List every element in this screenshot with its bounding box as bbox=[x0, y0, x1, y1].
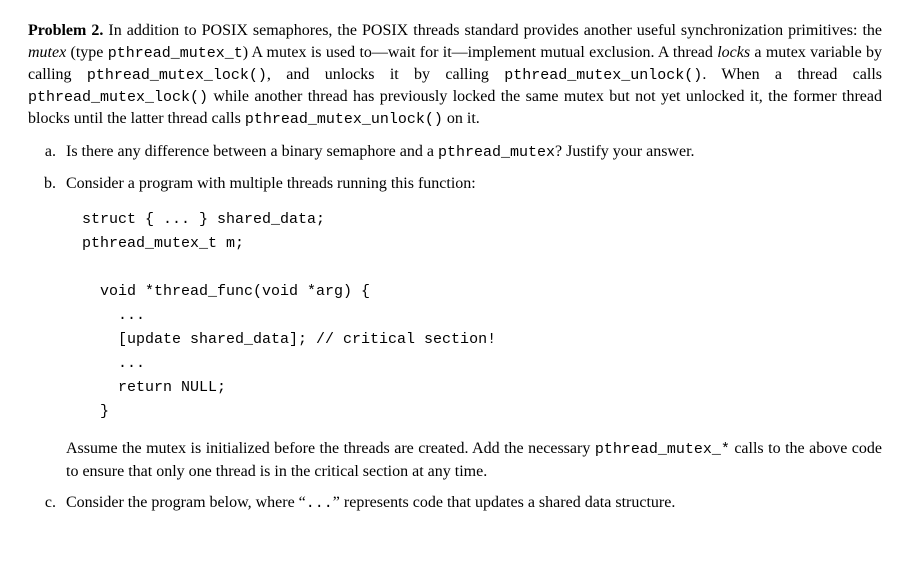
fn-unlock-2: pthread_mutex_unlock() bbox=[245, 111, 443, 128]
code-block: struct { ... } shared_data; pthread_mute… bbox=[82, 208, 882, 424]
intro-mutex-italic: mutex bbox=[28, 44, 66, 61]
item-b-after-mono: pthread_mutex_* bbox=[595, 441, 730, 458]
item-a-mono: pthread_mutex bbox=[438, 144, 555, 161]
item-a-text-2: ? Justify your answer. bbox=[555, 143, 695, 160]
intro-text-6: . When a thread calls bbox=[702, 66, 882, 83]
code-line-4: ... bbox=[82, 307, 145, 324]
code-line-2: pthread_mutex_t m; bbox=[82, 235, 244, 252]
intro-text-8: on it. bbox=[443, 110, 480, 127]
item-a: Is there any difference between a binary… bbox=[60, 141, 882, 163]
code-line-5: [update shared_data]; // critical sectio… bbox=[82, 331, 496, 348]
code-line-7: return NULL; bbox=[82, 379, 226, 396]
problem-intro: Problem 2. In addition to POSIX semaphor… bbox=[28, 20, 882, 131]
code-line-1: struct { ... } shared_data; bbox=[82, 211, 325, 228]
fn-lock-2: pthread_mutex_lock() bbox=[28, 89, 208, 106]
item-c-text-2: ” represents code that updates a shared … bbox=[333, 494, 676, 511]
fn-lock: pthread_mutex_lock() bbox=[87, 67, 267, 84]
item-b-after-1: Assume the mutex is initialized before t… bbox=[66, 440, 595, 457]
item-b-text: Consider a program with multiple threads… bbox=[66, 175, 476, 192]
item-c-mono: ... bbox=[306, 495, 333, 512]
item-b-after: Assume the mutex is initialized before t… bbox=[66, 438, 882, 482]
intro-type: pthread_mutex_t bbox=[108, 45, 243, 62]
problem-list: Is there any difference between a binary… bbox=[28, 141, 882, 515]
intro-text-1: In addition to POSIX semaphores, the POS… bbox=[108, 22, 882, 39]
intro-text-3: ) A mutex is used to—wait for it—impleme… bbox=[243, 44, 717, 61]
item-a-text-1: Is there any difference between a binary… bbox=[66, 143, 438, 160]
intro-text-2: (type bbox=[66, 44, 108, 61]
code-line-3: void *thread_func(void *arg) { bbox=[82, 283, 370, 300]
fn-unlock: pthread_mutex_unlock() bbox=[504, 67, 702, 84]
item-c-text-1: Consider the program below, where “ bbox=[66, 494, 306, 511]
problem-label: Problem 2. bbox=[28, 22, 103, 39]
intro-locks-italic: locks bbox=[717, 44, 750, 61]
item-b: Consider a program with multiple threads… bbox=[60, 173, 882, 482]
code-line-6: ... bbox=[82, 355, 145, 372]
intro-text-5: , and unlocks it by calling bbox=[267, 66, 504, 83]
code-line-8: } bbox=[82, 403, 109, 420]
item-c: Consider the program below, where “...” … bbox=[60, 492, 882, 514]
